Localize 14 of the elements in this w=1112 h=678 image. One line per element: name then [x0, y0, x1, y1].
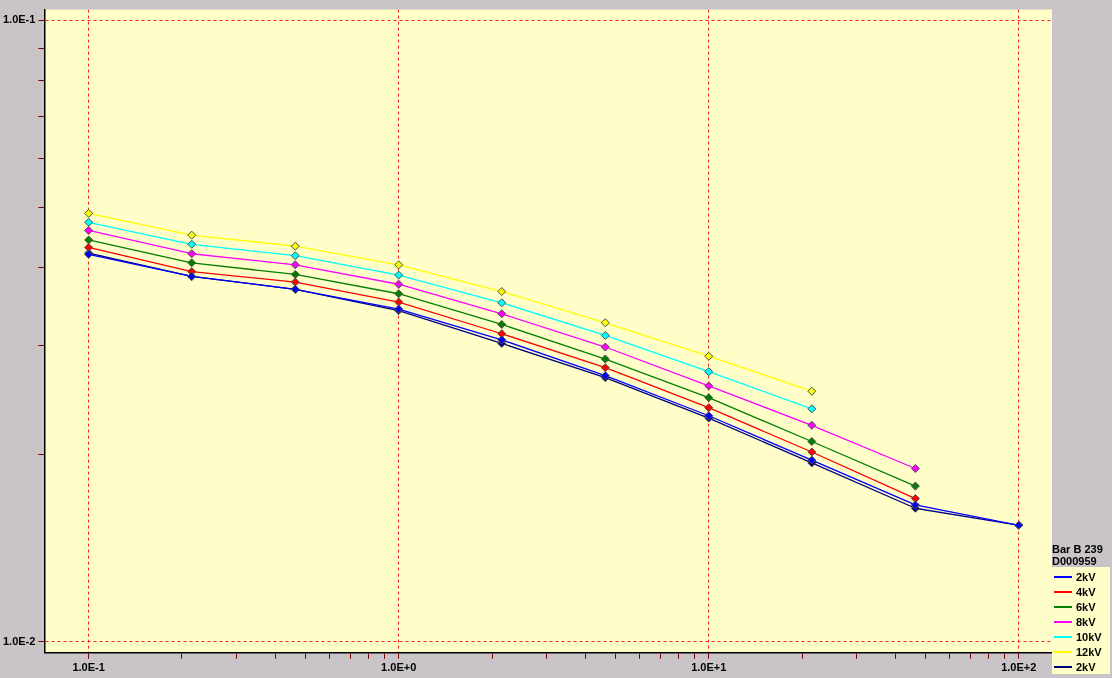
x-tick-label: 1.0E-1 — [72, 661, 105, 674]
x-tick-label: 1.0E+2 — [1001, 661, 1037, 674]
legend-label: 6kV — [1076, 600, 1096, 613]
x-tick-label: 1.0E+0 — [381, 661, 417, 674]
legend-label: 2kV — [1076, 660, 1096, 673]
legend-title: Bar B 239 — [1052, 543, 1104, 555]
legend-label: 2kV — [1076, 570, 1096, 583]
legend-label: 4kV — [1076, 585, 1096, 598]
legend-label: 8kV — [1076, 615, 1096, 628]
legend-label: 12kV — [1076, 645, 1102, 658]
text: D000959 — [1052, 555, 1098, 567]
legend-label: 10kV — [1076, 630, 1102, 643]
y-tick-label: 1.0E-2 — [2, 634, 36, 647]
x-tick-label: 1.0E+1 — [691, 661, 727, 674]
